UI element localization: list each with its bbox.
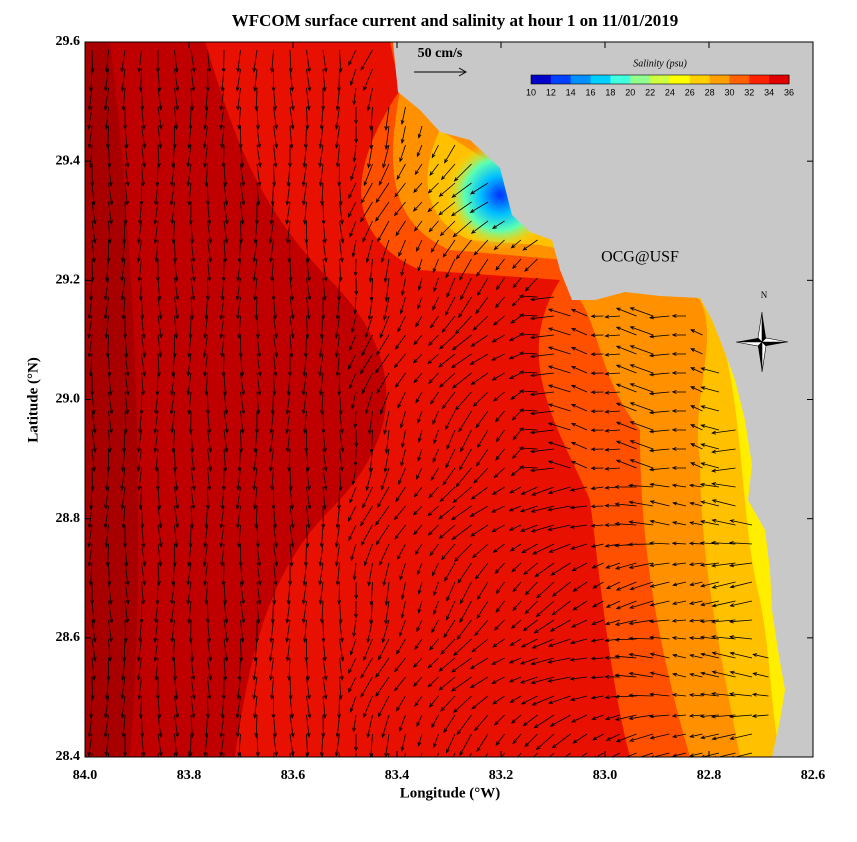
colorbar-swatch	[689, 75, 711, 84]
y-tick-label: 29.6	[56, 34, 81, 49]
x-tick-label: 83.4	[385, 768, 410, 783]
compass-label: N	[761, 290, 768, 300]
y-tick-label: 28.6	[56, 630, 81, 645]
x-tick-label: 83.6	[281, 768, 306, 783]
y-axis-label: Latitude (°N)	[25, 357, 41, 443]
colorbar-swatch	[590, 75, 611, 84]
y-tick-label: 29.4	[56, 153, 81, 168]
colorbar: 10 12 14 16 18 20 22 24 26 28 30 32 34 36	[526, 74, 794, 97]
y-tick-label: 29.0	[56, 392, 81, 407]
colorbar-swatch	[650, 75, 671, 84]
x-axis-label: Longitude (°W)	[400, 785, 501, 801]
x-tick-label: 83.2	[489, 768, 514, 783]
colorbar-tick-label: 20	[625, 87, 635, 97]
colorbar-swatch	[630, 75, 651, 84]
y-tick-label: 29.2	[56, 273, 81, 288]
colorbar-swatch	[610, 75, 631, 84]
x-tick-label: 82.6	[801, 768, 826, 783]
salinity-highest-zone	[85, 42, 139, 757]
x-tick-label: 83.8	[177, 768, 202, 783]
salinity-field	[85, 42, 813, 757]
colorbar-frame	[530, 74, 790, 85]
colorbar-swatch	[570, 75, 592, 84]
vector-scale-label: 50 cm/s	[418, 46, 463, 61]
map-title: WFCOM surface current and salinity at ho…	[232, 11, 679, 30]
x-tick-label: 82.8	[697, 768, 722, 783]
colorbar-tick-label: 12	[546, 87, 556, 97]
colorbar-tick-label: 28	[705, 87, 715, 97]
colorbar-swatch	[709, 75, 730, 84]
colorbar-swatch	[749, 75, 770, 84]
colorbar-tick-label: 24	[665, 87, 675, 97]
compass-rose: N	[735, 290, 789, 373]
colorbar-tick-label: 26	[685, 87, 695, 97]
colorbar-tick-label: 32	[744, 87, 754, 97]
credit: OCG@USF	[601, 249, 679, 266]
colorbar-tick-label: 22	[645, 87, 655, 97]
colorbar-tick-label: 30	[724, 87, 734, 97]
colorbar-tick-label: 18	[605, 87, 615, 97]
colorbar-tick-label: 34	[764, 87, 774, 97]
colorbar-tick-label: 16	[586, 87, 596, 97]
colorbar-swatch	[531, 75, 552, 84]
colorbar-swatch	[729, 75, 750, 84]
salinity-high-zone	[85, 42, 387, 757]
colorbar-swatch	[550, 75, 572, 84]
y-tick-label: 28.8	[56, 511, 81, 526]
vector-scale-arrow	[414, 67, 468, 77]
colorbar-title: Salinity (psu)	[633, 58, 687, 69]
colorbar-swatch	[769, 75, 790, 84]
axes: 84.0 83.8 83.6 83.4 83.2 83.0 82.8 82.6 28.4 28.6…	[56, 34, 826, 783]
colorbar-tick-label: 10	[526, 87, 536, 97]
y-tick-label: 28.4	[56, 749, 81, 764]
current-vectors	[87, 49, 769, 757]
land	[393, 42, 813, 757]
x-tick-label: 83.0	[593, 768, 618, 783]
colorbar-tick-label: 36	[784, 87, 794, 97]
colorbar-swatch	[669, 75, 691, 84]
x-tick-label: 84.0	[73, 768, 98, 783]
colorbar-tick-label: 14	[566, 87, 576, 97]
